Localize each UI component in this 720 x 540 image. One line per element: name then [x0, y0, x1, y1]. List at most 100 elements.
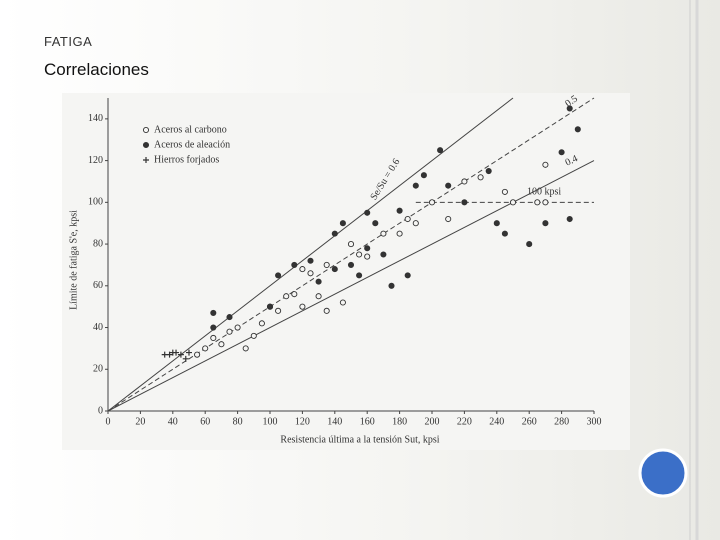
data-point — [182, 355, 189, 362]
data-point — [526, 241, 533, 248]
y-tick-label: 140 — [88, 113, 103, 124]
x-tick-label: 100 — [263, 416, 278, 427]
data-point — [534, 199, 541, 206]
data-point — [566, 105, 573, 112]
data-point — [501, 188, 508, 195]
data-point — [372, 220, 379, 227]
data-point — [509, 199, 517, 206]
y-tick-label: 20 — [93, 364, 103, 375]
data-point — [275, 307, 282, 314]
data-point — [485, 167, 492, 175]
data-point — [291, 261, 298, 268]
data-point — [331, 230, 338, 237]
data-point — [226, 314, 233, 321]
data-point — [242, 345, 249, 352]
x-tick-label: 20 — [135, 416, 145, 427]
x-tick-label: 120 — [295, 416, 310, 427]
data-point — [428, 199, 436, 206]
data-point — [396, 230, 403, 237]
data-point — [356, 251, 363, 258]
x-tick-label: 80 — [233, 416, 243, 427]
legend-label: Aceros al carbono — [154, 124, 227, 135]
x-tick-label: 200 — [425, 416, 440, 427]
data-point — [412, 182, 419, 189]
data-point — [380, 230, 387, 237]
x-tick-label: 220 — [457, 416, 472, 427]
data-point — [250, 332, 257, 339]
data-point — [173, 349, 180, 356]
data-point — [234, 324, 241, 331]
x-tick-label: 60 — [200, 416, 210, 427]
data-point — [558, 149, 565, 156]
legend-marker — [142, 141, 150, 149]
y-tick-label: 60 — [93, 280, 103, 291]
data-point — [404, 215, 411, 223]
reference-line — [107, 97, 595, 412]
y-tick-label: 40 — [93, 322, 103, 333]
data-point — [315, 293, 322, 300]
data-point — [339, 299, 346, 306]
decor-circle — [638, 448, 688, 498]
data-point — [347, 241, 355, 248]
legend-label: Hierros forjados — [154, 154, 219, 165]
data-point — [574, 126, 581, 133]
slide-title: Correlaciones — [44, 60, 149, 79]
x-tick-label: 180 — [392, 416, 407, 427]
data-point — [177, 351, 184, 358]
section-label: FATIGA — [44, 34, 93, 49]
x-tick-label: 0 — [106, 416, 111, 427]
reference-label: 100 kpsi — [527, 187, 561, 198]
data-point — [412, 220, 419, 227]
data-point — [323, 307, 330, 314]
y-tick-label: 100 — [88, 197, 103, 208]
data-point — [461, 199, 468, 206]
data-point — [542, 199, 549, 206]
data-point — [291, 291, 298, 298]
data-point — [210, 309, 217, 316]
data-point — [380, 251, 387, 258]
data-point — [566, 215, 573, 223]
y-tick-label: 120 — [88, 155, 103, 166]
data-point — [307, 270, 314, 277]
data-point — [331, 266, 338, 273]
chart-background — [62, 93, 630, 450]
x-axis-label: Resistencia última a la tensión Sut, kps… — [280, 434, 439, 445]
data-point — [461, 178, 468, 185]
data-point — [307, 257, 314, 264]
data-point — [166, 351, 173, 358]
data-point — [542, 161, 549, 168]
data-point — [396, 207, 403, 214]
x-tick-label: 40 — [168, 416, 178, 427]
data-point — [404, 272, 411, 279]
reference-label: 0.4 — [564, 153, 580, 168]
data-point — [258, 320, 265, 327]
legend-label: Aceros de aleación — [154, 139, 230, 150]
data-point — [356, 272, 363, 279]
data-point — [437, 147, 444, 154]
data-point — [420, 172, 427, 179]
legend-marker — [143, 157, 149, 163]
data-point — [542, 220, 549, 227]
data-point — [186, 349, 192, 356]
data-point — [477, 174, 484, 181]
data-point — [364, 209, 371, 216]
data-point — [266, 303, 274, 310]
data-point — [315, 278, 322, 285]
data-point — [275, 272, 282, 279]
data-point — [347, 261, 355, 268]
data-point — [210, 324, 217, 331]
data-point — [364, 253, 371, 260]
x-tick-label: 240 — [489, 416, 504, 427]
data-point — [364, 245, 371, 252]
legend-marker — [142, 126, 150, 134]
x-tick-label: 280 — [554, 416, 569, 427]
data-point — [202, 345, 209, 352]
data-point — [339, 220, 346, 227]
data-point — [226, 328, 233, 335]
x-tick-label: 260 — [522, 416, 537, 427]
data-point — [445, 182, 452, 189]
y-axis-label: Límite de fatiga S'e, kpsi — [68, 210, 79, 310]
data-point — [283, 293, 290, 300]
